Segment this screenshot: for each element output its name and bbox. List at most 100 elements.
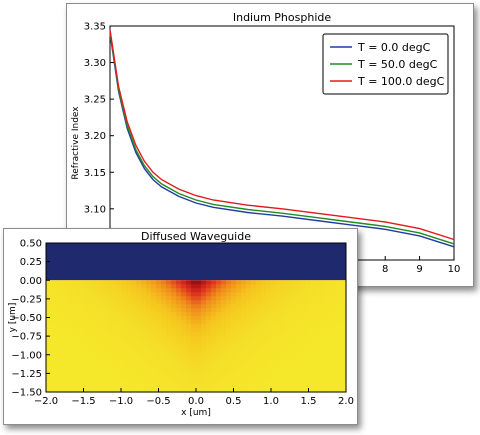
heatmap-cell [251, 328, 257, 333]
heatmap-cell [266, 316, 272, 321]
heatmap-cell [241, 316, 247, 321]
heatmap-cell [51, 384, 57, 389]
heatmap-cell [216, 300, 222, 305]
heatmap-cell [246, 340, 252, 345]
heatmap-cell [261, 376, 267, 381]
heatmap-cell [166, 356, 172, 361]
heatmap-cell [116, 280, 122, 285]
heatmap-cell [141, 380, 147, 385]
heatmap-cell [286, 332, 292, 337]
heatmap-cell [66, 372, 72, 377]
heatmap-cell [291, 284, 297, 289]
x-tick-label-8: 2.0 [338, 396, 354, 407]
heatmap-cell [151, 284, 157, 289]
heatmap-cell [111, 328, 117, 333]
heatmap-cell [341, 284, 347, 289]
heatmap-cell [61, 352, 67, 357]
heatmap-cell [281, 384, 287, 389]
heatmap-cell [96, 296, 102, 301]
heatmap-cell [161, 292, 167, 297]
heatmap-cell [316, 296, 322, 301]
heatmap-cell [301, 388, 307, 393]
heatmap-cell [341, 300, 347, 305]
y-tick-label-1: 0.25 [20, 257, 42, 268]
heatmap-cell [116, 336, 122, 341]
heatmap-cell [76, 336, 82, 341]
heatmap-cell [91, 308, 97, 313]
heatmap-cell [161, 376, 167, 381]
heatmap-cell [201, 344, 207, 349]
heatmap-cell [166, 380, 172, 385]
heatmap-cell [131, 348, 137, 353]
heatmap-cell [336, 312, 342, 317]
heatmap-cell [196, 364, 202, 369]
heatmap-cell [256, 380, 262, 385]
y-tick-label-2: 3.15 [84, 168, 106, 179]
heatmap-cell [306, 384, 312, 389]
heatmap-cell [286, 340, 292, 345]
heatmap-cell [86, 280, 92, 285]
heatmap-cell [111, 308, 117, 313]
heatmap-cell [236, 352, 242, 357]
heatmap-cell [331, 292, 337, 297]
heatmap-cell [181, 308, 187, 313]
heatmap-cell [141, 356, 147, 361]
heatmap-cell [201, 300, 207, 305]
heatmap-cell [101, 288, 107, 293]
heatmap-cell [96, 348, 102, 353]
heatmap-cell [76, 376, 82, 381]
heatmap-cell [226, 292, 232, 297]
heatmap-cell [261, 308, 267, 313]
heatmap-cell [191, 388, 197, 393]
heatmap-cell [231, 356, 237, 361]
heatmap-cell [101, 312, 107, 317]
heatmap-cell [106, 332, 112, 337]
heatmap-cell [226, 316, 232, 321]
heatmap-cell [161, 300, 167, 305]
heatmap-cell [306, 332, 312, 337]
heatmap-cell [291, 296, 297, 301]
heatmap-cell [196, 312, 202, 317]
heatmap-cell [181, 316, 187, 321]
heatmap-cell [231, 280, 237, 285]
x-tick-label-7: 1.5 [301, 396, 317, 407]
heatmap-cell [96, 332, 102, 337]
heatmap-cell [71, 284, 77, 289]
heatmap-cell [166, 304, 172, 309]
heatmap-cell [56, 296, 62, 301]
heatmap-cell [116, 316, 122, 321]
heatmap-cell [61, 356, 67, 361]
heatmap-cell [186, 368, 192, 373]
heatmap-cell [86, 312, 92, 317]
heatmap-cell [171, 340, 177, 345]
heatmap-cell [221, 288, 227, 293]
heatmap-cell [81, 320, 87, 325]
heatmap-cell [246, 304, 252, 309]
heatmap-cell [46, 292, 52, 297]
heatmap-cell [86, 344, 92, 349]
heatmap-cell [146, 292, 152, 297]
heatmap-cell [246, 284, 252, 289]
heatmap-cell [321, 376, 327, 381]
heatmap-cell [176, 352, 182, 357]
heatmap-cell [71, 296, 77, 301]
heatmap-cell [331, 348, 337, 353]
heatmap-cell [131, 352, 137, 357]
heatmap-cell [106, 368, 112, 373]
heatmap-cell [246, 372, 252, 377]
heatmap-cell [176, 364, 182, 369]
heatmap-cell [196, 336, 202, 341]
heatmap-cell [96, 368, 102, 373]
heatmap-cell [61, 372, 67, 377]
heatmap-cell [91, 324, 97, 329]
heatmap-cell [306, 324, 312, 329]
heatmap-cell [271, 296, 277, 301]
heatmap-cell [221, 368, 227, 373]
heatmap-cell [96, 360, 102, 365]
heatmap-cell [246, 296, 252, 301]
heatmap-cell [276, 288, 282, 293]
heatmap-cell [296, 316, 302, 321]
heatmap-cell [236, 304, 242, 309]
heatmap-cell [121, 320, 127, 325]
heatmap-cell [46, 368, 52, 373]
